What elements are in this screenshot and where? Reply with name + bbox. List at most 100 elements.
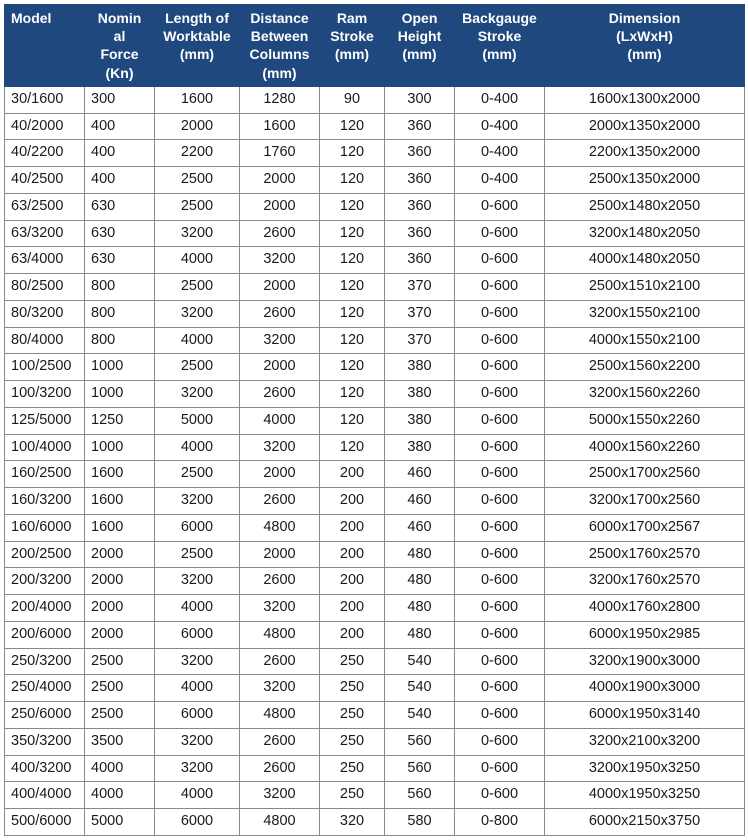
cell: 380 [385,381,455,408]
cell: 0-400 [455,167,545,194]
cell: 3200 [155,568,240,595]
cell: 2600 [240,648,320,675]
cell: 360 [385,113,455,140]
cell: 400/3200 [5,755,85,782]
cell: 3200 [155,728,240,755]
table-row: 400/40004000400032002505600-6004000x1950… [5,782,745,809]
table-row: 63/2500630250020001203600-6002500x1480x2… [5,193,745,220]
cell: 120 [320,247,385,274]
cell: 2000 [85,541,155,568]
table-row: 30/160030016001280903000-4001600x1300x20… [5,86,745,113]
cell: 1600 [85,514,155,541]
cell: 2600 [240,220,320,247]
cell: 2600 [240,728,320,755]
cell: 1600x1300x2000 [545,86,745,113]
cell: 2000 [240,541,320,568]
cell: 4000x1900x3000 [545,675,745,702]
cell: 0-400 [455,140,545,167]
table-row: 80/3200800320026001203700-6003200x1550x2… [5,300,745,327]
cell: 200/2500 [5,541,85,568]
cell: 3200x1480x2050 [545,220,745,247]
cell: 200 [320,568,385,595]
cell: 4000x1480x2050 [545,247,745,274]
cell: 630 [85,193,155,220]
cell: 250 [320,755,385,782]
cell: 0-600 [455,728,545,755]
table-row: 100/40001000400032001203800-6004000x1560… [5,434,745,461]
cell: 2600 [240,300,320,327]
cell: 800 [85,274,155,301]
cell: 125/5000 [5,407,85,434]
cell: 0-600 [455,595,545,622]
cell: 3200x1550x2100 [545,300,745,327]
cell: 200 [320,514,385,541]
cell: 2000 [240,274,320,301]
table-row: 80/4000800400032001203700-6004000x1550x2… [5,327,745,354]
cell: 2500 [85,675,155,702]
cell: 400 [85,140,155,167]
cell: 0-600 [455,220,545,247]
cell: 30/1600 [5,86,85,113]
cell: 3200x1760x2570 [545,568,745,595]
cell: 4000 [155,595,240,622]
cell: 200 [320,595,385,622]
cell: 3200x1900x3000 [545,648,745,675]
cell: 380 [385,407,455,434]
cell: 6000 [155,809,240,836]
table-row: 160/25001600250020002004600-6002500x1700… [5,461,745,488]
cell: 2500 [155,354,240,381]
cell: 120 [320,381,385,408]
cell: 800 [85,327,155,354]
cell: 6000x1950x3140 [545,702,745,729]
cell: 2000 [240,354,320,381]
cell: 80/3200 [5,300,85,327]
cell: 0-600 [455,193,545,220]
table-row: 500/60005000600048003205800-8006000x2150… [5,809,745,836]
cell: 4000 [155,675,240,702]
cell: 250 [320,728,385,755]
table-row: 400/32004000320026002505600-6003200x1950… [5,755,745,782]
cell: 4800 [240,514,320,541]
cell: 3200 [155,300,240,327]
cell: 40/2500 [5,167,85,194]
cell: 120 [320,113,385,140]
cell: 2500x1560x2200 [545,354,745,381]
cell: 0-600 [455,434,545,461]
cell: 0-600 [455,327,545,354]
table-row: 63/4000630400032001203600-6004000x1480x2… [5,247,745,274]
cell: 40/2200 [5,140,85,167]
cell: 0-800 [455,809,545,836]
col-header-7: Dimension(LxWxH)(mm) [545,5,745,87]
cell: 63/4000 [5,247,85,274]
cell: 480 [385,568,455,595]
table-row: 80/2500800250020001203700-6002500x1510x2… [5,274,745,301]
table-row: 100/32001000320026001203800-6003200x1560… [5,381,745,408]
cell: 120 [320,300,385,327]
cell: 2500x1510x2100 [545,274,745,301]
cell: 160/6000 [5,514,85,541]
cell: 0-600 [455,755,545,782]
cell: 4800 [240,809,320,836]
cell: 3500 [85,728,155,755]
cell: 4800 [240,702,320,729]
cell: 360 [385,140,455,167]
cell: 2000 [240,167,320,194]
cell: 4000 [155,434,240,461]
cell: 6000x2150x3750 [545,809,745,836]
cell: 250 [320,702,385,729]
table-row: 40/2200400220017601203600-4002200x1350x2… [5,140,745,167]
cell: 2500x1480x2050 [545,193,745,220]
cell: 360 [385,167,455,194]
cell: 4000x1760x2800 [545,595,745,622]
cell: 3200 [240,675,320,702]
cell: 4000 [240,407,320,434]
col-header-5: OpenHeight(mm) [385,5,455,87]
cell: 4000 [85,782,155,809]
cell: 460 [385,514,455,541]
cell: 2000 [240,193,320,220]
cell: 540 [385,648,455,675]
cell: 4000x1560x2260 [545,434,745,461]
cell: 380 [385,434,455,461]
cell: 0-400 [455,86,545,113]
cell: 2500 [155,541,240,568]
